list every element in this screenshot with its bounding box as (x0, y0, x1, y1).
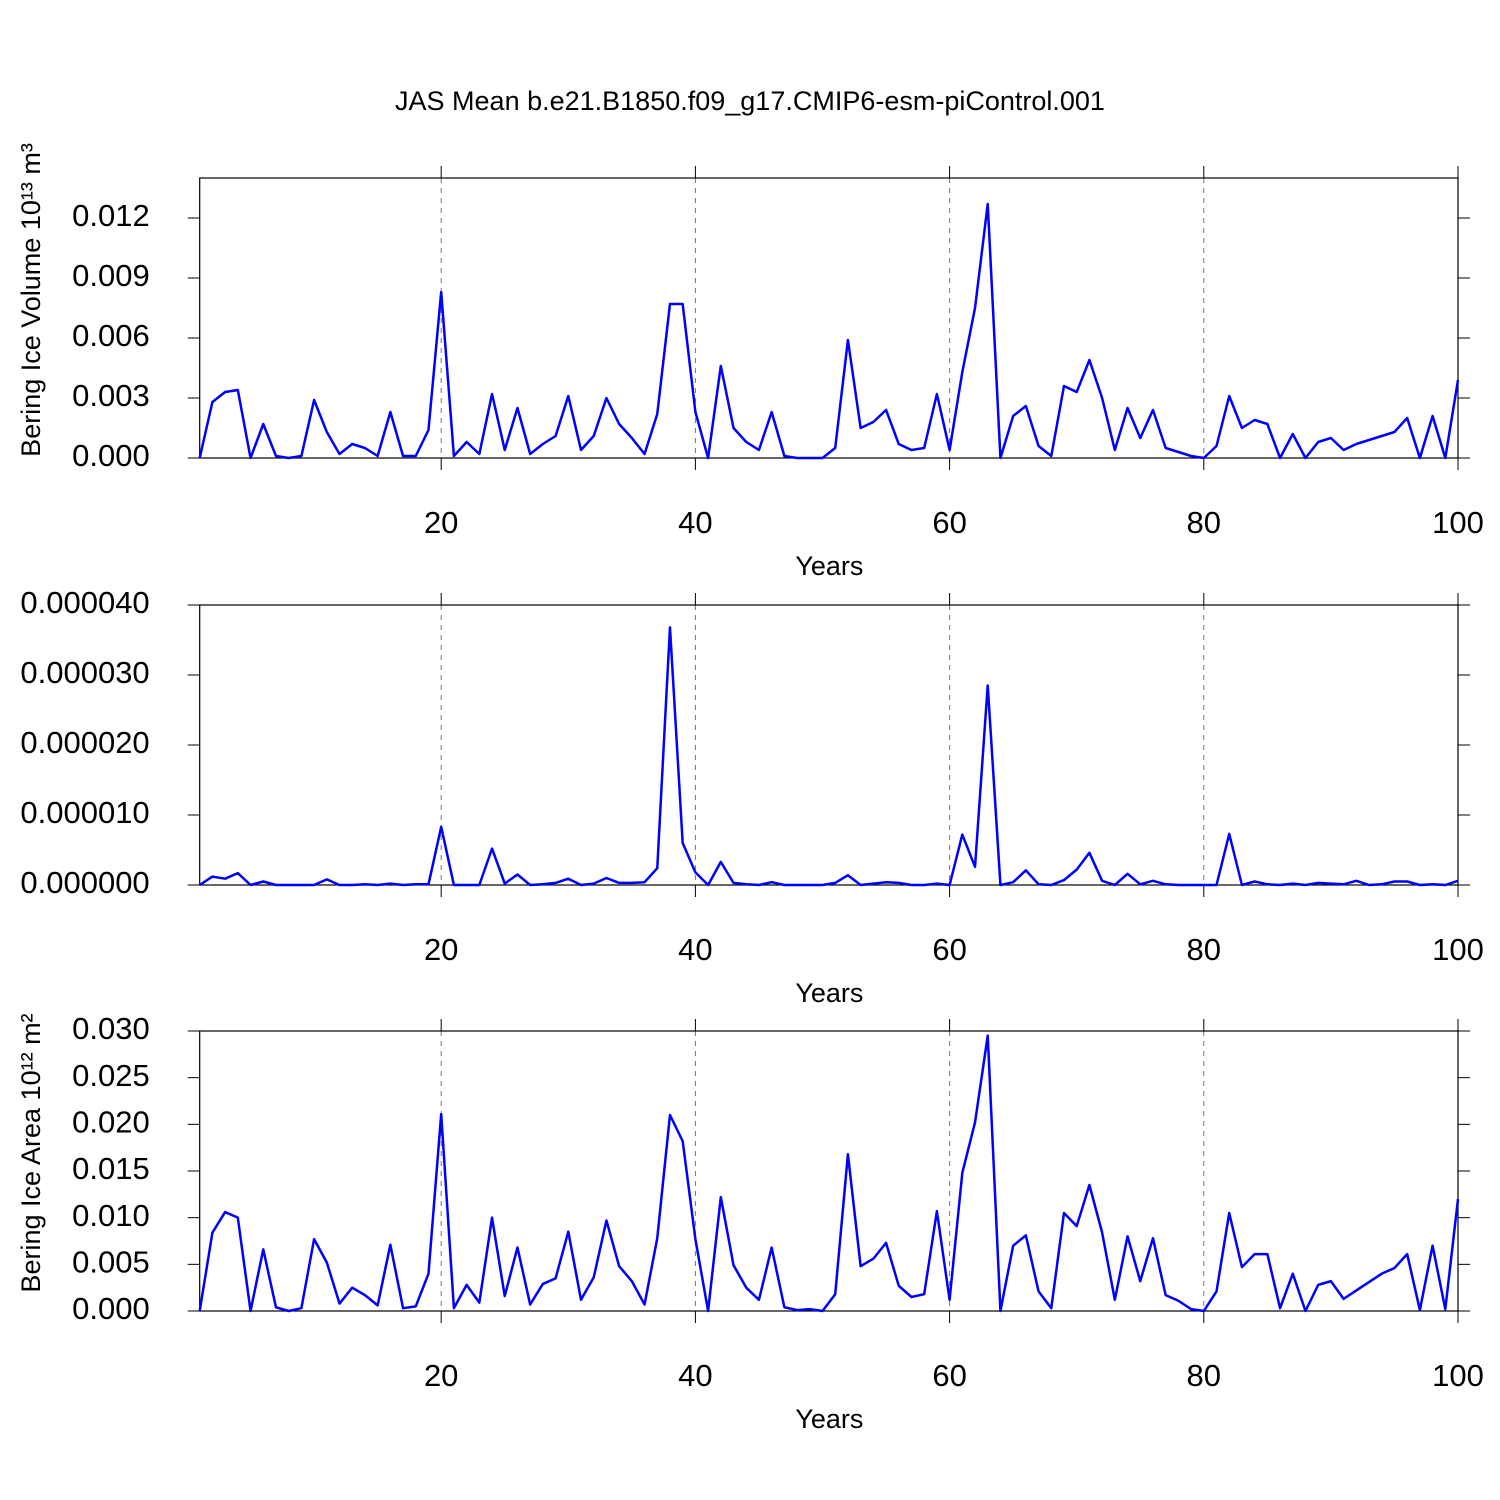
y-axis-label: Bering Ice Volume 10¹³ m³ (16, 143, 46, 457)
x-tick-label: 60 (932, 505, 966, 540)
y-tick-label: 0.012 (72, 198, 150, 233)
x-tick-label: 40 (678, 1358, 712, 1393)
x-axis-label: Years (795, 1404, 863, 1434)
y-tick-label: 0.010 (72, 1198, 150, 1233)
data-line (198, 202, 1460, 460)
x-tick-label: 80 (1187, 932, 1221, 967)
y-tick-label: 0.015 (72, 1151, 150, 1186)
plot-frame (199, 1030, 1459, 1312)
x-tick-label: 40 (678, 505, 712, 540)
chart-title: JAS Mean b.e21.B1850.f09_g17.CMIP6-esm-p… (395, 86, 1105, 116)
data-line (198, 1034, 1460, 1313)
x-tick-label: 80 (1187, 1358, 1221, 1393)
x-tick-label: 60 (932, 1358, 966, 1393)
y-tick-label: 0.005 (72, 1245, 150, 1280)
y-axis-label: Bering Ice Area 10¹² m² (16, 1013, 46, 1292)
y-tick-label: 0.009 (72, 258, 150, 293)
x-tick-label: 60 (932, 932, 966, 967)
y-tick-label: 0.000 (72, 438, 150, 473)
x-tick-label: 20 (424, 1358, 458, 1393)
y-tick-label: 0.000020 (20, 725, 149, 760)
y-tick-label: 0.006 (72, 318, 150, 353)
x-tick-label: 20 (424, 505, 458, 540)
y-tick-label: 0.030 (72, 1011, 150, 1046)
y-tick-label: 0.025 (72, 1058, 150, 1093)
x-tick-label: 40 (678, 932, 712, 967)
y-tick-label: 0.000040 (20, 585, 149, 620)
plot-frame (199, 177, 1459, 459)
y-tick-label: 0.000010 (20, 795, 149, 830)
plot-frame (199, 604, 1459, 886)
x-axis-label: Years (795, 551, 863, 581)
x-tick-label: 100 (1432, 1358, 1484, 1393)
x-tick-label: 100 (1432, 932, 1484, 967)
y-tick-label: 0.003 (72, 378, 150, 413)
x-tick-label: 100 (1432, 505, 1484, 540)
x-axis-label: Years (795, 978, 863, 1008)
x-tick-label: 80 (1187, 505, 1221, 540)
y-tick-label: 0.000000 (20, 865, 149, 900)
y-tick-label: 0.000 (72, 1291, 150, 1326)
x-tick-label: 20 (424, 932, 458, 967)
data-line (199, 626, 1459, 887)
y-tick-label: 0.020 (72, 1105, 150, 1140)
y-tick-label: 0.000030 (20, 655, 149, 690)
